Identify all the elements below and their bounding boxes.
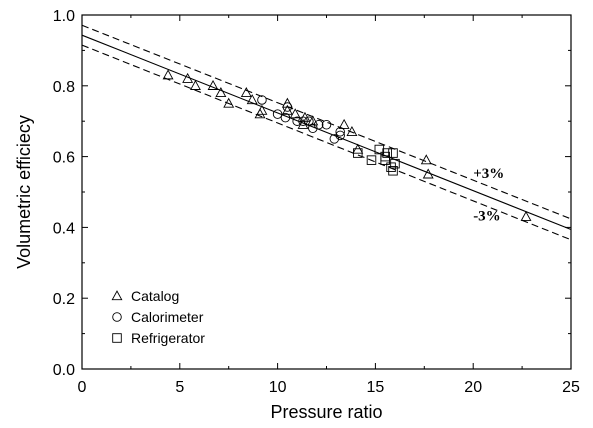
x-tick-label: 20	[464, 379, 482, 396]
y-tick-label: 0.4	[53, 220, 75, 237]
refrigerator-point	[390, 158, 400, 169]
catalog-point	[338, 118, 350, 129]
calorimeter-point	[282, 102, 293, 112]
catalog-point	[215, 87, 227, 98]
catalog-point	[289, 108, 301, 119]
y-tick-label: 1.0	[53, 8, 75, 25]
catalog-point	[189, 79, 201, 90]
catalog-point	[307, 115, 319, 126]
square-marker-icon	[112, 333, 122, 343]
upper-line	[81, 24, 572, 220]
catalog-point	[246, 94, 258, 105]
refrigerator-point	[388, 148, 398, 158]
fit-line	[81, 34, 572, 231]
legend: Catalog Calorimeter Refrigerator	[111, 288, 205, 346]
calorimeter-point	[321, 119, 332, 130]
catalog-point	[182, 72, 194, 83]
calorimeter-point	[308, 123, 318, 134]
calorimeter-point	[335, 127, 345, 137]
catalog-point	[223, 97, 235, 108]
legend-label-calorimeter: Calorimeter	[131, 309, 204, 325]
calorimeter-point	[280, 112, 291, 123]
catalog-point	[207, 79, 219, 90]
calorimeter-point	[298, 116, 308, 126]
annotation-plus-3-percent: +3%	[473, 166, 504, 182]
x-tick-label: 10	[269, 379, 287, 396]
refrigerator-point	[380, 155, 390, 165]
refrigerator-point	[374, 144, 385, 155]
refrigerator-point	[388, 166, 398, 176]
y-tick-label: 0.8	[53, 79, 75, 96]
x-tick-label: 25	[562, 379, 580, 396]
axis-ticks	[81, 14, 572, 370]
y-axis-title: Volumetric efficiecy	[14, 115, 34, 269]
catalog-point	[520, 210, 532, 221]
y-tick-label: 0.2	[53, 291, 75, 308]
legend-item-catalog: Catalog	[111, 288, 179, 304]
x-axis-title: Pressure ratio	[270, 402, 382, 422]
catalog-point	[162, 69, 174, 80]
annotation-minus-3-percent: -3%	[473, 208, 501, 224]
refrigerator-point	[366, 155, 377, 165]
catalog-point	[281, 104, 293, 115]
refrigerator-point	[353, 148, 363, 158]
circle-marker-icon	[112, 312, 122, 322]
annotations: +3% -3%	[473, 166, 504, 224]
x-tick-label: 5	[175, 379, 184, 396]
x-tick-label: 15	[367, 379, 385, 396]
legend-item-refrigerator: Refrigerator	[112, 330, 205, 346]
y-tick-label: 0.6	[53, 150, 75, 167]
calorimeter-point	[292, 116, 302, 126]
calorimeter-point	[304, 116, 314, 126]
calorimeter-point	[313, 119, 324, 130]
refrigerator-point	[382, 148, 392, 158]
catalog-point	[281, 97, 293, 108]
square-marker-icon	[112, 333, 122, 343]
catalog-point	[240, 87, 252, 98]
circle-marker-icon	[112, 312, 122, 322]
catalog-point	[422, 168, 434, 179]
legend-label-catalog: Catalog	[131, 288, 179, 304]
reference-lines	[81, 24, 572, 241]
triangle-marker-icon	[111, 290, 123, 301]
calorimeter-point	[272, 109, 283, 119]
triangle-marker-icon	[111, 290, 123, 301]
catalog-point	[420, 154, 432, 165]
data-points	[162, 69, 532, 221]
legend-label-refrigerator: Refrigerator	[131, 330, 205, 346]
calorimeter-point	[257, 95, 267, 105]
calorimeter-point	[335, 130, 345, 141]
axis-tick-labels: 0 5 10 15 20 25 0.0 0.2 0.4 0.6 0.8 1.0	[53, 8, 580, 396]
y-tick-label: 0.0	[53, 362, 75, 379]
catalog-point	[346, 125, 358, 136]
x-tick-label: 0	[78, 379, 87, 396]
catalog-point	[256, 104, 268, 115]
legend-item-calorimeter: Calorimeter	[112, 309, 204, 325]
calorimeter-point	[329, 134, 340, 144]
